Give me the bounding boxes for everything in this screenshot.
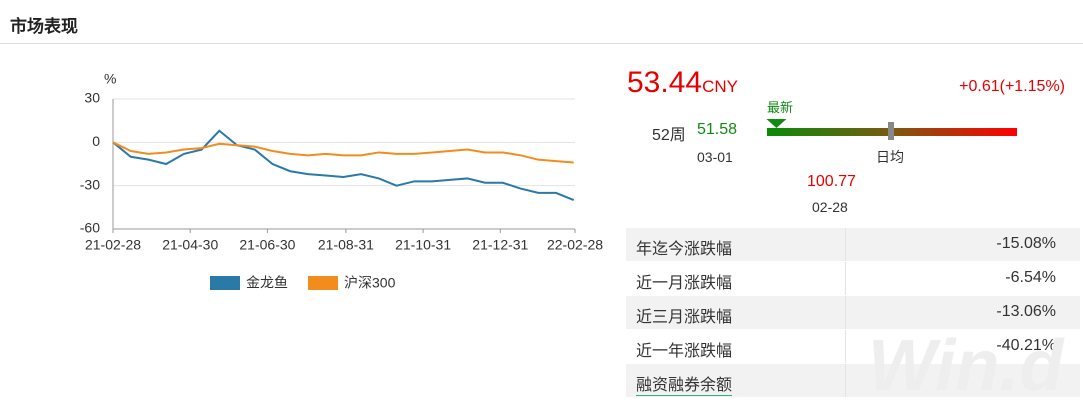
y-tick-label: 30 [84,90,100,106]
row-value: -40.21% [996,337,1056,354]
row-label: 融资融券余额 [636,371,733,396]
table-row: 年迄今涨跌幅 -15.08% [626,228,1080,261]
week52-label: 52周 [652,127,686,144]
row-value: -13.06% [996,303,1056,320]
cell-divider [845,364,846,397]
range-bar [766,119,1017,140]
low-date: 03-01 [697,149,733,165]
row-label: 近一月涨跌幅 [636,275,733,292]
avg-label: 日均 [876,149,904,165]
high-date: 02-28 [812,199,848,215]
price: 53.44 [627,66,703,99]
cell-divider [845,330,846,363]
y-tick-label: 0 [92,133,100,149]
legend-swatch [308,276,338,290]
series-line [112,141,574,164]
latest-label: 最新 [767,100,794,115]
low: 51.58 [697,121,738,138]
x-tick-label: 21-06-30 [239,237,295,253]
x-tick-label: 22-02-28 [547,237,603,253]
x-tick-label: 21-02-28 [85,237,141,253]
row-label: 年迄今涨跌幅 [636,241,733,258]
x-tick-label: 21-04-30 [162,237,218,253]
table-row: 近一月涨跌幅 -6.54% [626,262,1080,295]
legend-label: 沪深300 [344,275,396,291]
header-title: 市场表现 [10,17,78,36]
y-unit: % [104,71,116,87]
x-tick-label: 21-08-31 [318,237,374,253]
header-rule [0,43,1083,44]
chart: % -60 -30 0 30 21-02-28 21-04-30 21-06-30 21-08-… [80,71,603,291]
legend-label: 金龙鱼 [246,275,288,291]
y-tick-label: -30 [80,176,100,192]
cell-divider [845,296,846,329]
high: 100.77 [807,173,856,190]
latest-marker [766,119,787,128]
price-block: 53.44CNY [627,66,738,100]
row-label: 近三月涨跌幅 [636,309,733,326]
currency: CNY [702,77,738,96]
series-line [112,129,575,202]
table-row: 近一年涨跌幅 -40.21% [626,330,1080,363]
legend-swatch [210,276,240,290]
avg-marker [888,122,894,140]
cell-divider [845,262,846,295]
table-row: 融资融券余额 -- [626,364,1080,397]
watermark: Win.d [868,326,1064,405]
row-value: -6.54% [1005,269,1056,286]
row-label: 近一年涨跌幅 [636,343,733,360]
x-tick-label: 21-10-31 [395,237,451,253]
change: +0.61(+1.15%) [959,78,1065,95]
row-value: -15.08% [996,235,1056,252]
cell-divider [845,228,846,261]
y-tick-label: -60 [80,220,100,236]
x-tick-label: 21-12-31 [472,237,528,253]
row-value: -- [1045,371,1056,388]
table-row: 近三月涨跌幅 -13.06% [626,296,1080,329]
